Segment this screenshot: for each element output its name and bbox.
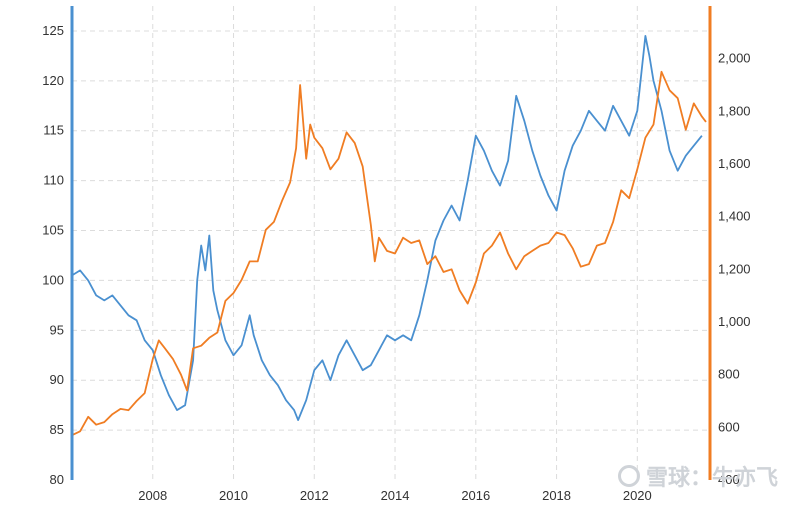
y-right-tick-label: 800 xyxy=(718,367,740,382)
watermark-text: 雪球：牛亦飞 xyxy=(645,466,778,491)
y-right-tick-label: 1,800 xyxy=(718,103,751,118)
y-left-tick-label: 115 xyxy=(43,123,64,138)
y-left-tick-label: 90 xyxy=(50,372,64,387)
y-right-tick-label: 2,000 xyxy=(718,51,751,66)
y-right-tick-label: 400 xyxy=(718,472,740,487)
x-tick-label: 2018 xyxy=(542,488,571,503)
snowball-logo-icon xyxy=(617,465,640,487)
series-line-right xyxy=(71,70,707,437)
y-left-tick-label: 110 xyxy=(43,173,64,188)
x-tick-label: 2010 xyxy=(219,488,248,503)
y-left-tick-label: 125 xyxy=(42,23,64,38)
x-tick-label: 2020 xyxy=(623,488,652,503)
y-right-tick-label: 1,600 xyxy=(718,156,751,171)
series-line-left xyxy=(71,35,703,421)
y-right-tick-label: 1,400 xyxy=(718,209,751,224)
y-left-tick-label: 95 xyxy=(50,322,64,337)
y-left-tick-label: 100 xyxy=(42,272,64,287)
y-right-tick-label: 1,200 xyxy=(718,261,751,276)
x-tick-label: 2014 xyxy=(381,488,410,503)
y-left-tick-label: 105 xyxy=(42,223,64,238)
y-left-tick-label: 80 xyxy=(50,472,64,487)
y-right-tick-label: 600 xyxy=(718,419,740,434)
y-left-tick-label: 85 xyxy=(50,422,64,437)
x-tick-label: 2008 xyxy=(138,488,167,503)
y-right-tick-label: 1,000 xyxy=(718,314,751,329)
x-tick-label: 2012 xyxy=(300,488,329,503)
x-tick-label: 2016 xyxy=(461,488,490,503)
watermark: 雪球：牛亦飞 xyxy=(617,460,778,492)
y-left-tick-label: 120 xyxy=(42,73,64,88)
